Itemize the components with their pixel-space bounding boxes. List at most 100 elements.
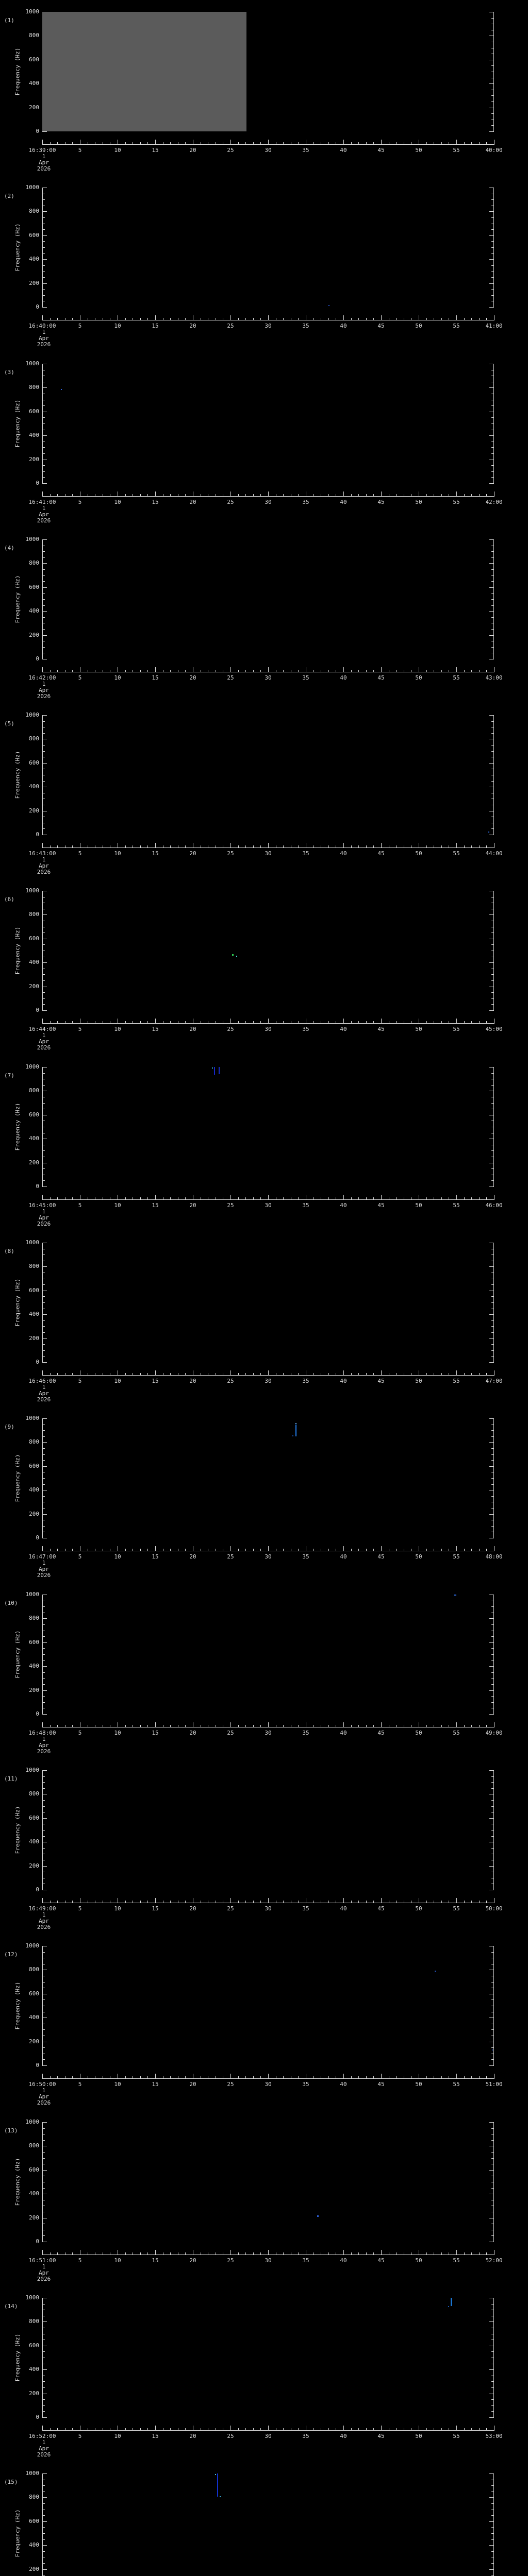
y-minor-tick [491, 1660, 493, 1661]
x-major-tick [268, 140, 269, 144]
x-major-tick [42, 1722, 43, 1727]
plot-area [42, 1595, 494, 1714]
x-minor-tick [253, 1549, 254, 1551]
y-minor-tick [43, 2128, 45, 2129]
x-tick-label: 10 [114, 2433, 121, 2439]
x-minor-tick [358, 1901, 359, 1903]
x-minor-tick [238, 2428, 239, 2430]
y-minor-tick [43, 1150, 45, 1151]
x-minor-tick [366, 2076, 367, 2078]
y-axis-right-spine [493, 1770, 494, 1890]
x-axis-line [42, 144, 494, 145]
x-major-tick [456, 492, 457, 496]
x-minor-tick [147, 2076, 148, 2078]
y-major-tick [489, 635, 493, 636]
x-tick-label: 40 [340, 850, 347, 857]
x-minor-tick [125, 2428, 126, 2430]
x-tick-label: 45 [377, 323, 385, 329]
y-major-tick [489, 307, 493, 308]
x-axis-start-time-label: 16:50:00 [28, 2081, 56, 2088]
x-tick-label: 30 [265, 1202, 272, 1209]
x-minor-tick [50, 2428, 51, 2430]
x-minor-tick [57, 2428, 58, 2430]
y-minor-tick [491, 477, 493, 478]
y-tick-label: 400 [29, 2541, 39, 2549]
x-minor-tick [351, 1197, 352, 1199]
y-major-tick [489, 2497, 493, 2498]
date-label: 2026 [37, 693, 51, 700]
y-minor-tick [43, 1648, 45, 1649]
y-tick-label: 400 [29, 432, 39, 439]
x-minor-tick [396, 2076, 397, 2078]
y-minor-tick [491, 647, 493, 648]
x-major-tick [155, 1898, 156, 1903]
x-tick-label: 15 [152, 2081, 159, 2088]
y-tick-label: 600 [29, 231, 39, 239]
x-minor-tick [298, 1021, 299, 1023]
x-minor-tick [50, 2252, 51, 2255]
x-minor-tick [328, 142, 329, 144]
y-tick-label: 200 [29, 2565, 39, 2572]
x-minor-tick [358, 2428, 359, 2430]
y-minor-tick [491, 2059, 493, 2060]
y-minor-tick [43, 617, 45, 618]
x-tick-label: 45 [377, 1553, 385, 1560]
spectrogram-panel-3: (3) Frequency (Hz) 0 200 400 600 800 1000 16:41:… [0, 352, 528, 528]
x-minor-tick [486, 142, 487, 144]
y-major-tick [489, 962, 493, 963]
y-minor-tick [43, 1952, 45, 1953]
x-minor-tick [185, 142, 186, 144]
y-major-tick [43, 235, 47, 236]
x-minor-tick [253, 670, 254, 672]
x-minor-tick [72, 1373, 73, 1375]
x-minor-tick [471, 318, 472, 320]
x-axis-start-time-label: 16:44:00 [28, 1026, 56, 1032]
y-axis-right-spine [493, 891, 494, 1011]
y-minor-tick [491, 617, 493, 618]
x-minor-tick [426, 1725, 427, 1727]
x-minor-tick [373, 670, 374, 672]
x-major-tick [155, 2074, 156, 2078]
x-tick-label: 25 [227, 147, 234, 154]
x-axis-end-time-label: 42:00 [485, 499, 503, 505]
x-minor-tick [260, 2076, 261, 2078]
x-minor-tick [57, 142, 58, 144]
date-label: 1 [42, 2263, 46, 2270]
x-minor-tick [238, 142, 239, 144]
x-major-tick [42, 1195, 43, 1199]
x-axis-start-time-label: 16:46:00 [28, 1378, 56, 1384]
x-major-tick [268, 2250, 269, 2255]
y-minor-tick [43, 2351, 45, 2352]
x-major-tick [230, 1370, 231, 1375]
x-minor-tick [351, 1725, 352, 1727]
spectrogram-event-mark [219, 1067, 220, 1075]
y-tick-label: 400 [29, 607, 39, 615]
date-label: 2026 [37, 517, 51, 524]
y-minor-tick [43, 1782, 45, 1783]
x-minor-tick [245, 2252, 246, 2255]
spectrogram-panel-9: (9) Frequency (Hz) 0 200 400 600 800 1000 16:47:… [0, 1406, 528, 1582]
y-axis-right-spine [493, 12, 494, 132]
x-tick-label: 40 [340, 1553, 347, 1560]
x-minor-tick [147, 1901, 148, 1903]
x-minor-tick [358, 1197, 359, 1199]
x-minor-tick [486, 670, 487, 672]
y-minor-tick [491, 1084, 493, 1086]
y-minor-tick [43, 229, 45, 230]
x-major-tick [343, 1546, 344, 1551]
x-minor-tick [366, 1197, 367, 1199]
date-label: 1 [42, 329, 46, 335]
x-major-tick [42, 2426, 43, 2430]
y-axis-title: Frequency (Hz) [14, 1806, 21, 1854]
x-minor-tick [140, 2252, 141, 2255]
x-minor-tick [478, 1549, 480, 1551]
panel-index-label: (13) [4, 2127, 18, 2134]
y-minor-tick [43, 2235, 45, 2236]
x-tick-label: 5 [78, 1202, 82, 1209]
x-tick-label: 40 [340, 147, 347, 154]
y-minor-tick [43, 405, 45, 406]
panel-index-label: (12) [4, 1951, 18, 1958]
x-tick-label: 5 [78, 1553, 82, 1560]
x-minor-tick [283, 494, 284, 496]
x-minor-tick [441, 845, 442, 848]
